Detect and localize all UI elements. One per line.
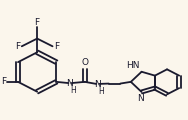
Text: N: N (137, 94, 144, 103)
Text: F: F (1, 77, 6, 86)
Text: N: N (94, 80, 101, 89)
Text: F: F (55, 42, 60, 51)
Text: H: H (71, 86, 77, 95)
Text: N: N (66, 79, 73, 88)
Text: F: F (35, 18, 40, 27)
Text: O: O (82, 58, 89, 67)
Text: H: H (99, 87, 104, 96)
Text: HN: HN (127, 61, 140, 70)
Text: F: F (15, 42, 20, 51)
